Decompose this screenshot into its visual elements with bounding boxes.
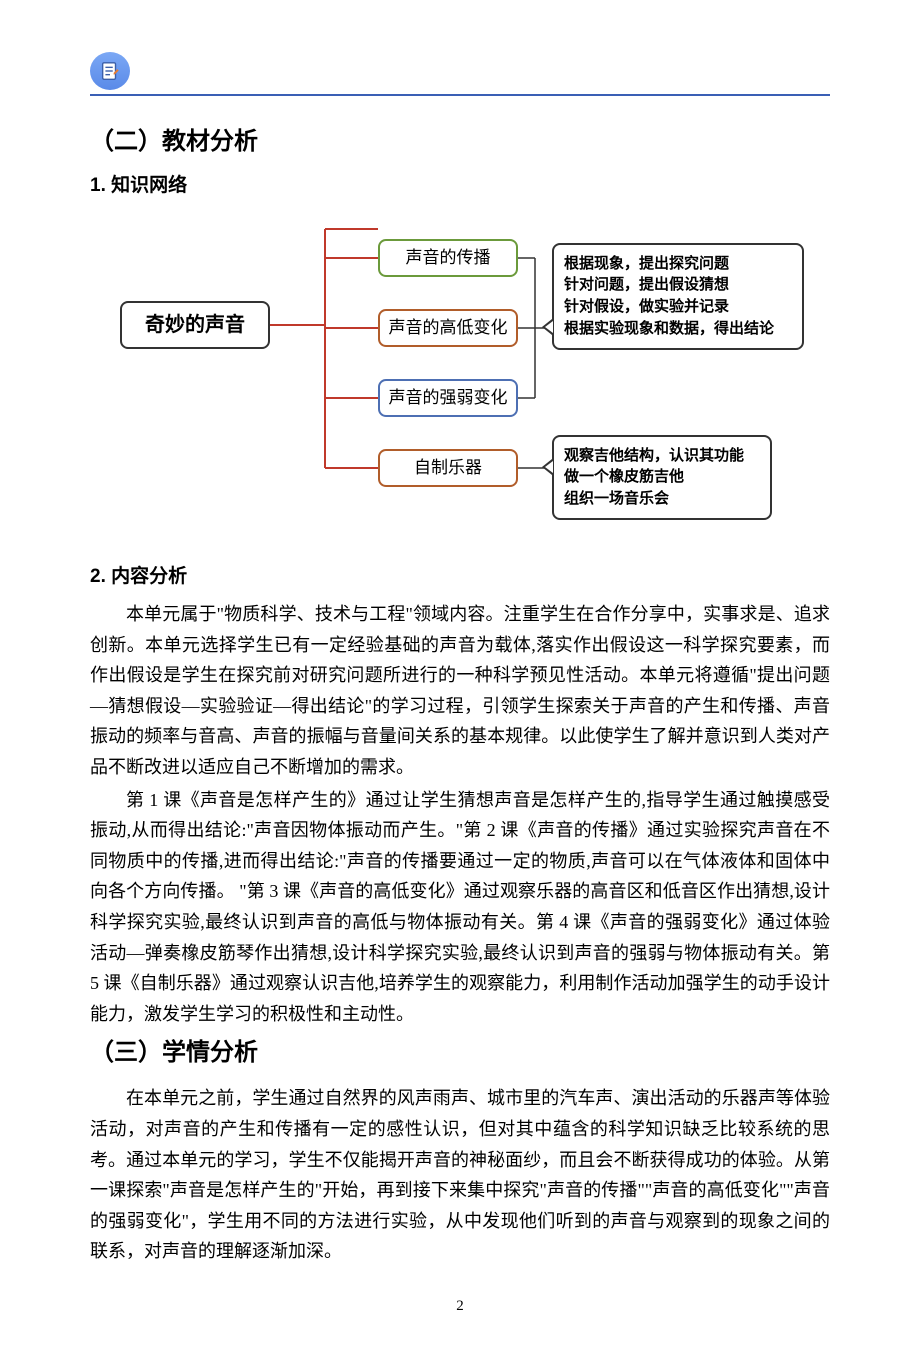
diagram-root-node: 奇妙的声音 <box>120 301 270 349</box>
section-2-heading: （二）教材分析 <box>90 124 830 160</box>
paragraph: 在本单元之前，学生通过自然界的风声雨声、城市里的汽车声、演出活动的乐器声等体验活… <box>90 1083 830 1267</box>
page: （二）教材分析 1. 知识网络 奇妙的声音 声音的传播声音的高低变化声音的强弱变化… <box>0 0 920 1357</box>
diagram-child-node: 声音的传播 <box>378 239 518 277</box>
diagram-child-node: 自制乐器 <box>378 449 518 487</box>
diagram-child-node: 声音的强弱变化 <box>378 379 518 417</box>
section-2-2-heading: 2. 内容分析 <box>90 563 830 592</box>
diagram-child-node: 声音的高低变化 <box>378 309 518 347</box>
header-rule <box>90 94 830 96</box>
callout-tail-fill <box>545 321 553 333</box>
diagram-callout: 观察吉他结构，认识其功能 做一个橡皮筋吉他 组织一场音乐会 <box>552 435 772 520</box>
knowledge-network-diagram: 奇妙的声音 声音的传播声音的高低变化声音的强弱变化自制乐器 根据现象，提出探究问题 … <box>90 213 810 533</box>
paragraph: 本单元属于"物质科学、技术与工程"领域内容。注重学生在合作分享中，实事求是、追求… <box>90 599 830 783</box>
notepad-icon <box>90 52 130 90</box>
section-3-heading: （三）学情分析 <box>90 1035 830 1071</box>
paragraph: 第 1 课《声音是怎样产生的》通过让学生猜想声音是怎样产生的,指导学生通过触摸感… <box>90 785 830 1030</box>
callout-tail-fill <box>545 461 553 473</box>
page-number: 2 <box>90 1295 830 1318</box>
header-icon-wrap <box>90 52 130 90</box>
diagram-callout: 根据现象，提出探究问题 针对问题，提出假设猜想 针对假设，做实验并记录 根据实验… <box>552 243 804 350</box>
section-2-1-heading: 1. 知识网络 <box>90 172 830 201</box>
